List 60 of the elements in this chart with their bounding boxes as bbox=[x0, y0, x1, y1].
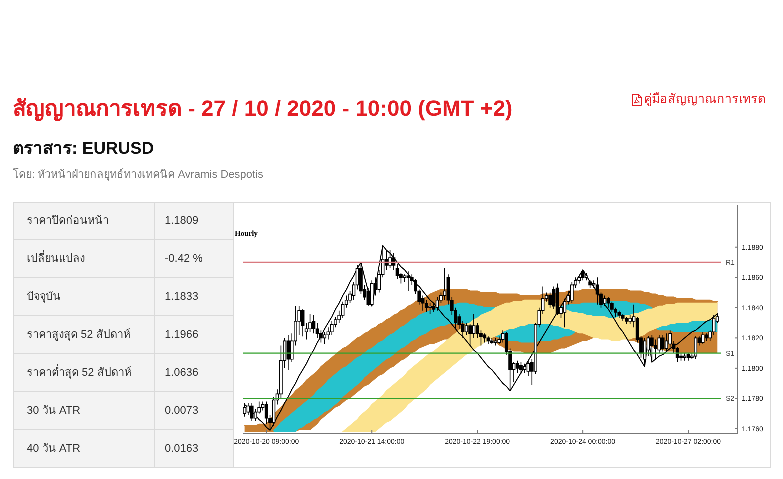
candlestick bbox=[436, 296, 440, 312]
text: ราคาสูงสุด 52 สัปดาห์ bbox=[27, 328, 130, 342]
candlestick bbox=[330, 321, 334, 336]
candlestick bbox=[494, 338, 498, 346]
candlestick bbox=[584, 272, 588, 282]
text: 0.0163 bbox=[165, 442, 199, 456]
candlestick bbox=[686, 352, 690, 362]
candlestick bbox=[701, 332, 705, 345]
candlestick bbox=[588, 280, 592, 289]
candlestick bbox=[694, 336, 698, 360]
text: ปัจจุบัน bbox=[27, 290, 61, 304]
text: เปลี่ยนแปลง bbox=[27, 252, 85, 266]
text: 0.0073 bbox=[165, 404, 199, 418]
candlestick bbox=[606, 296, 610, 308]
candlestick bbox=[596, 277, 600, 306]
candlestick bbox=[424, 300, 428, 313]
candlestick bbox=[556, 283, 560, 316]
candlestick bbox=[312, 315, 316, 334]
candlestick bbox=[618, 310, 622, 319]
candlestick bbox=[643, 338, 647, 368]
candlestick bbox=[486, 336, 490, 345]
candlestick bbox=[301, 309, 305, 338]
candlestick bbox=[520, 362, 523, 375]
text: คู่มือสัญญาณการเทรด bbox=[644, 92, 766, 107]
text: 40 วัน ATR bbox=[27, 442, 81, 456]
chart-title: สัญญาณการเทรด - 27 / 10 / 2020 - 10:00 (GMT +2) bbox=[13, 96, 513, 122]
text: ตราสาร: EURUSD bbox=[13, 139, 154, 159]
candlestick bbox=[523, 364, 527, 374]
candlestick bbox=[286, 334, 290, 370]
candlestick bbox=[406, 271, 410, 292]
candlestick bbox=[443, 268, 447, 301]
candlestick bbox=[625, 316, 628, 325]
text: 1.0636 bbox=[165, 366, 199, 380]
candlestick bbox=[250, 402, 254, 422]
text: โดย: หัวหน้าฝ่ายกลยุทธ์ทางเทคนิค Avramis Despotis bbox=[13, 168, 264, 182]
candlestick bbox=[665, 333, 668, 352]
candlestick bbox=[603, 295, 607, 307]
text: 1.1809 bbox=[165, 214, 199, 228]
candlestick bbox=[388, 250, 392, 269]
candlestick bbox=[570, 282, 574, 304]
candlestick bbox=[621, 314, 625, 322]
candlestick bbox=[705, 333, 708, 342]
candlestick bbox=[654, 339, 658, 360]
text: 1.1966 bbox=[165, 328, 199, 342]
candlestick bbox=[428, 302, 432, 314]
candlestick bbox=[490, 338, 494, 345]
text: 1.1833 bbox=[165, 290, 199, 304]
candlestick bbox=[483, 333, 487, 344]
candlestick bbox=[370, 280, 374, 307]
candlestick bbox=[581, 270, 585, 282]
candlestick bbox=[610, 301, 614, 313]
text: ราคาปิดก่อนหน้า bbox=[27, 214, 109, 228]
text: -0.42 % bbox=[165, 252, 203, 266]
candlestick bbox=[650, 334, 654, 363]
text: ราคาต่ำสุด 52 สัปดาห์ bbox=[27, 366, 132, 380]
text: 30 วัน ATR bbox=[27, 404, 81, 418]
candlestick bbox=[683, 352, 687, 362]
candlestick bbox=[578, 274, 582, 284]
candlestick bbox=[661, 334, 665, 352]
candlestick bbox=[323, 332, 327, 345]
